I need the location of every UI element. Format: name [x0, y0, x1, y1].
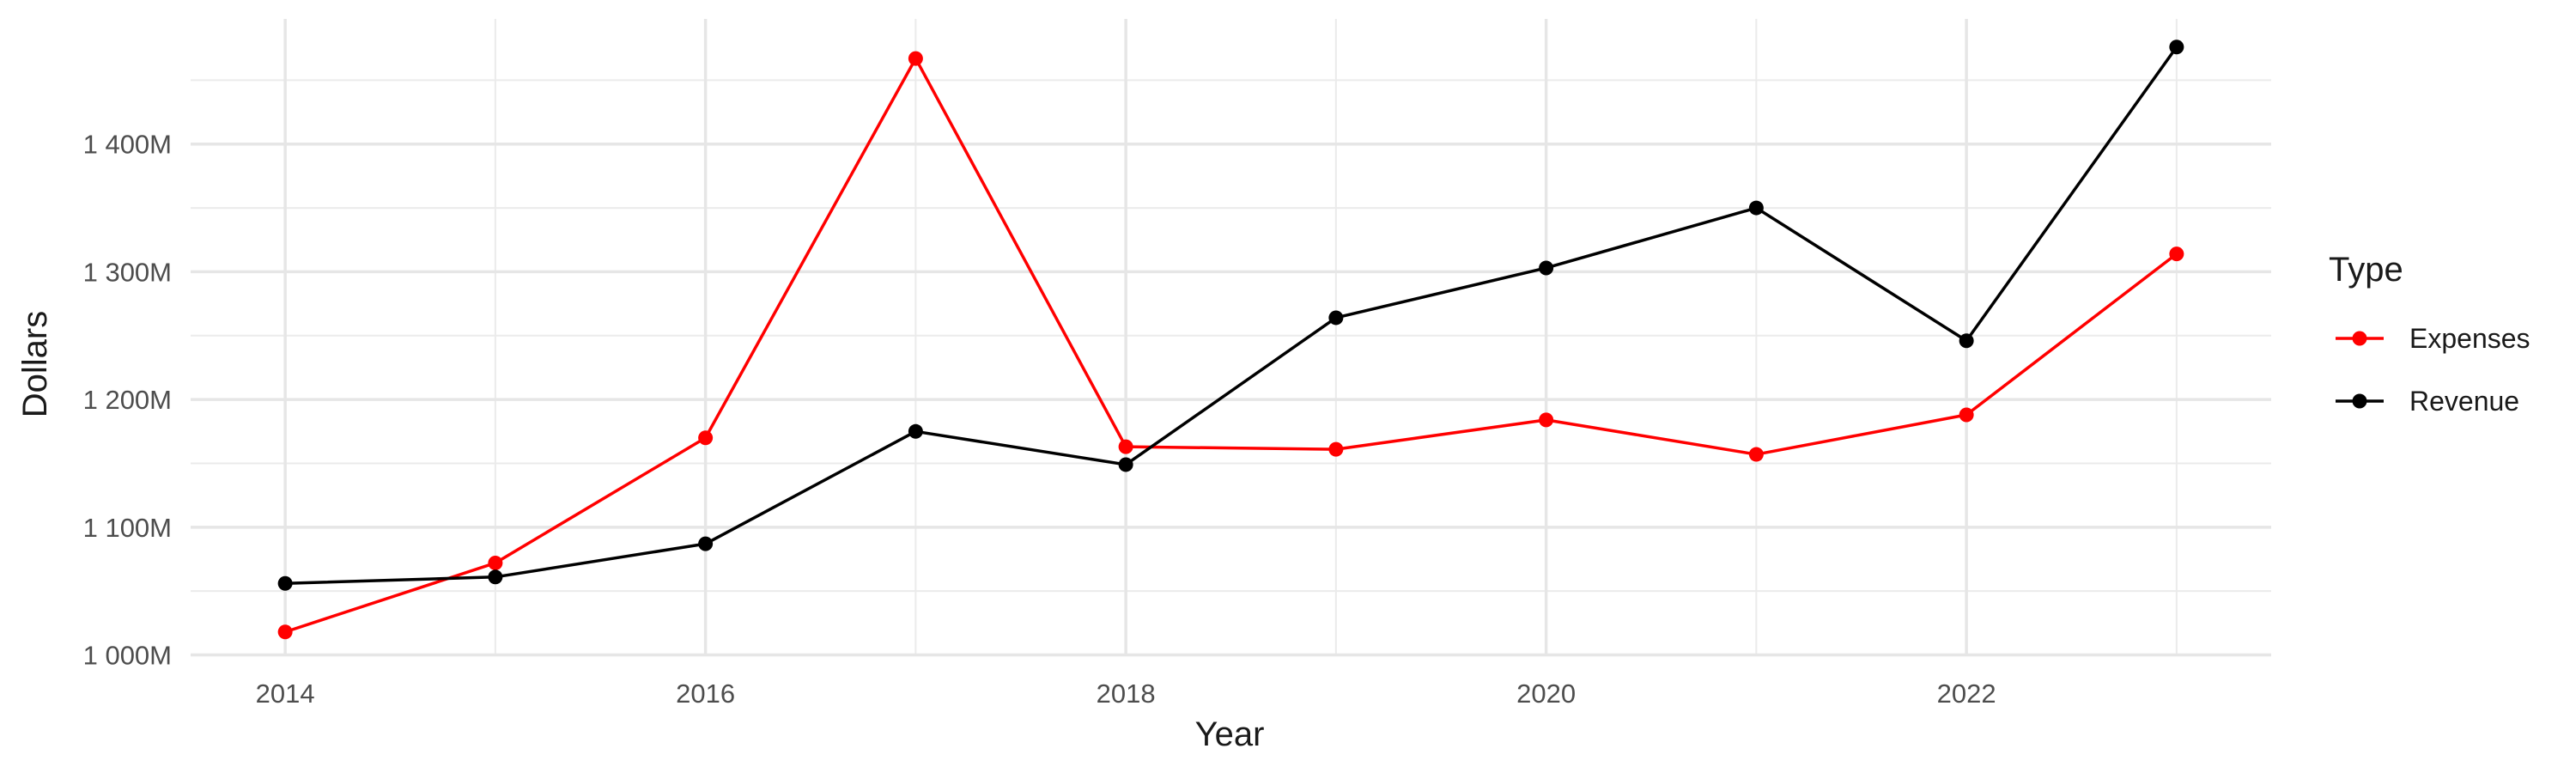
y-tick-label: 1 000M: [83, 641, 172, 671]
legend-item-revenue: Revenue: [2336, 386, 2519, 417]
x-axis-tick-labels: 2014 2016 2018 2020 2022: [256, 679, 1996, 709]
y-tick-label: 1 300M: [83, 257, 172, 287]
data-point-revenue: [1118, 457, 1133, 472]
data-point-revenue: [908, 423, 923, 439]
data-point-expenses: [2169, 247, 2184, 262]
data-point-expenses: [698, 430, 714, 446]
x-axis-title: Year: [1195, 715, 1265, 753]
data-point-expenses: [488, 555, 503, 570]
x-tick-label: 2020: [1516, 679, 1576, 709]
data-point-revenue: [1748, 200, 1764, 216]
data-point-revenue: [277, 575, 293, 591]
x-tick-label: 2018: [1097, 679, 1156, 709]
legend-key-point-expenses: [2352, 331, 2367, 346]
legend: Type Expenses Revenue: [2329, 251, 2530, 417]
x-tick-label: 2014: [256, 679, 315, 709]
major-gridlines: [191, 19, 2271, 657]
series-layer: [277, 40, 2184, 640]
data-point-expenses: [1748, 447, 1764, 462]
data-point-revenue: [698, 536, 714, 551]
series-expenses: [277, 51, 2184, 640]
minor-gridlines: [191, 19, 2271, 656]
y-tick-label: 1 400M: [83, 130, 172, 160]
y-axis-tick-labels: 1 000M 1 100M 1 200M 1 300M 1 400M: [83, 130, 172, 671]
legend-label-expenses: Expenses: [2409, 323, 2530, 354]
data-point-expenses: [1118, 439, 1133, 454]
series-line-revenue: [285, 46, 2178, 585]
data-point-expenses: [908, 51, 923, 66]
y-tick-label: 1 100M: [83, 513, 172, 543]
data-point-revenue: [1539, 260, 1554, 276]
data-point-revenue: [1959, 333, 1974, 349]
legend-key-point-revenue: [2352, 393, 2367, 409]
legend-item-expenses: Expenses: [2336, 323, 2530, 354]
data-point-expenses: [277, 624, 293, 640]
data-point-expenses: [1539, 412, 1554, 428]
legend-label-revenue: Revenue: [2409, 386, 2519, 417]
y-tick-label: 1 200M: [83, 385, 172, 415]
data-point-expenses: [1959, 407, 1974, 423]
data-point-revenue: [1328, 310, 1344, 326]
data-point-revenue: [2169, 40, 2184, 55]
data-point-expenses: [1328, 441, 1344, 457]
series-line-expenses: [284, 57, 2178, 634]
x-tick-label: 2016: [676, 679, 735, 709]
y-axis-title: Dollars: [16, 311, 54, 417]
legend-title: Type: [2329, 251, 2403, 289]
series-revenue: [277, 40, 2184, 591]
x-tick-label: 2022: [1937, 679, 1996, 709]
data-point-revenue: [488, 569, 503, 585]
